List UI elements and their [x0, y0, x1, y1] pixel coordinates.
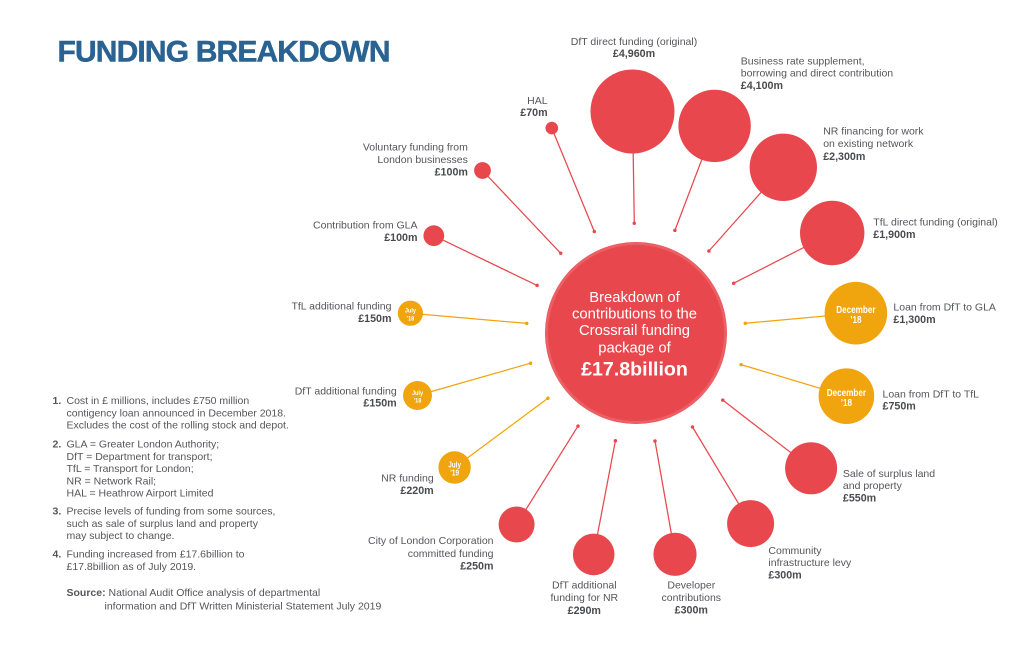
- svg-text:’18: ’18: [850, 314, 861, 325]
- svg-text:Breakdown of: Breakdown of: [589, 290, 680, 306]
- svg-text:NR = Network Rail;: NR = Network Rail;: [67, 475, 157, 487]
- svg-text:contigency loan announced in D: contigency loan announced in December 20…: [67, 407, 287, 419]
- svg-text:December: December: [827, 387, 867, 398]
- svg-text:£100m: £100m: [435, 166, 468, 178]
- svg-text:DfT = Department for transport: DfT = Department for transport;: [67, 451, 213, 463]
- svg-text:may subject to change.: may subject to change.: [67, 530, 175, 542]
- svg-text:£17.8billion as of July 2019.: £17.8billion as of July 2019.: [67, 561, 197, 573]
- svg-text:DfT direct funding (original): DfT direct funding (original): [571, 36, 697, 48]
- svg-text:£70m: £70m: [520, 107, 547, 119]
- svg-text:Community: Community: [768, 545, 822, 557]
- svg-text:Loan from DfT to TfL: Loan from DfT to TfL: [883, 388, 980, 400]
- svg-text:July: July: [412, 389, 424, 397]
- svg-text:Developer: Developer: [667, 579, 715, 591]
- svg-text:TfL additional funding: TfL additional funding: [291, 301, 391, 313]
- svg-text:HAL: HAL: [527, 95, 548, 107]
- svg-text:Business rate supplement,: Business rate supplement,: [741, 55, 865, 67]
- svg-text:July: July: [405, 307, 417, 315]
- svg-text:City of London Corporation: City of London Corporation: [368, 535, 494, 547]
- svg-text:contributions to the: contributions to the: [572, 307, 697, 323]
- svg-text:£4,960m: £4,960m: [613, 48, 655, 60]
- svg-text:2.: 2.: [53, 439, 62, 451]
- svg-text:Precise levels of funding from: Precise levels of funding from some sour…: [67, 506, 276, 518]
- svg-text:£220m: £220m: [400, 485, 433, 497]
- svg-text:£550m: £550m: [843, 492, 876, 504]
- svg-text:£300m: £300m: [768, 569, 801, 581]
- svg-text:DfT additional: DfT additional: [552, 580, 617, 592]
- svg-text:Voluntary funding from: Voluntary funding from: [363, 142, 468, 154]
- svg-text:Loan from DfT to GLA: Loan from DfT to GLA: [893, 302, 996, 314]
- svg-text:HAL = Heathrow Airport Limited: HAL = Heathrow Airport Limited: [67, 488, 214, 500]
- svg-text:Cost in £ millions, includes £: Cost in £ millions, includes £750 millio…: [67, 395, 250, 407]
- svg-text:£4,100m: £4,100m: [741, 80, 783, 92]
- svg-text:£100m: £100m: [384, 232, 417, 244]
- svg-text:Excludes the cost of the rolli: Excludes the cost of the rolling stock a…: [67, 420, 289, 432]
- svg-text:Crossrail funding: Crossrail funding: [579, 323, 690, 339]
- svg-text:NR financing for work: NR financing for work: [823, 126, 924, 138]
- svg-text:funding for NR: funding for NR: [550, 592, 618, 604]
- svg-text:’18: ’18: [407, 315, 415, 323]
- svg-text:information and DfT Written Mi: information and DfT Written Ministerial …: [105, 601, 382, 613]
- svg-text:committed funding: committed funding: [408, 548, 494, 560]
- svg-text:December: December: [836, 304, 876, 315]
- svg-text:£1,300m: £1,300m: [893, 314, 935, 326]
- svg-text:£290m: £290m: [568, 605, 601, 617]
- svg-text:London businesses: London businesses: [377, 154, 468, 166]
- svg-text:’18: ’18: [841, 397, 852, 408]
- svg-text:July: July: [448, 461, 461, 470]
- svg-text:£750m: £750m: [883, 401, 916, 413]
- svg-text:infrastructure levy: infrastructure levy: [768, 557, 852, 569]
- svg-text:£2,300m: £2,300m: [823, 151, 865, 163]
- svg-text:’19: ’19: [450, 469, 459, 478]
- svg-text:package of: package of: [598, 340, 671, 356]
- svg-text:NR funding: NR funding: [381, 472, 434, 484]
- svg-text:£150m: £150m: [358, 313, 391, 325]
- svg-text:£17.8billion: £17.8billion: [581, 358, 688, 380]
- svg-text:borrowing and direct contribut: borrowing and direct contribution: [741, 68, 893, 80]
- svg-text:£1,900m: £1,900m: [873, 229, 915, 241]
- svg-text:’18: ’18: [414, 397, 422, 405]
- svg-text:Source: National Audit Office: Source: National Audit Office analysis o…: [67, 587, 321, 599]
- svg-text:TfL = Transport for London;: TfL = Transport for London;: [67, 463, 194, 475]
- svg-text:and property: and property: [843, 480, 903, 492]
- svg-text:4.: 4.: [53, 549, 62, 561]
- svg-text:contributions: contributions: [662, 592, 722, 604]
- svg-text:Contribution from GLA: Contribution from GLA: [313, 219, 417, 231]
- svg-text:Funding increased from £17.6bi: Funding increased from £17.6billion to: [67, 549, 245, 561]
- svg-text:DfT additional funding: DfT additional funding: [295, 386, 397, 398]
- svg-text:FUNDING BREAKDOWN: FUNDING BREAKDOWN: [58, 35, 390, 68]
- svg-text:GLA = Greater London Authority: GLA = Greater London Authority;: [67, 439, 220, 451]
- svg-text:£300m: £300m: [675, 605, 708, 617]
- svg-text:3.: 3.: [53, 506, 62, 518]
- svg-text:£250m: £250m: [460, 560, 493, 572]
- svg-text:such as sale of surplus land a: such as sale of surplus land and propert…: [67, 518, 259, 530]
- svg-text:£150m: £150m: [363, 398, 396, 410]
- svg-text:Sale of surplus land: Sale of surplus land: [843, 468, 935, 480]
- svg-text:TfL direct funding (original): TfL direct funding (original): [873, 217, 998, 229]
- svg-text:1.: 1.: [53, 395, 62, 407]
- svg-text:on existing network: on existing network: [823, 138, 914, 150]
